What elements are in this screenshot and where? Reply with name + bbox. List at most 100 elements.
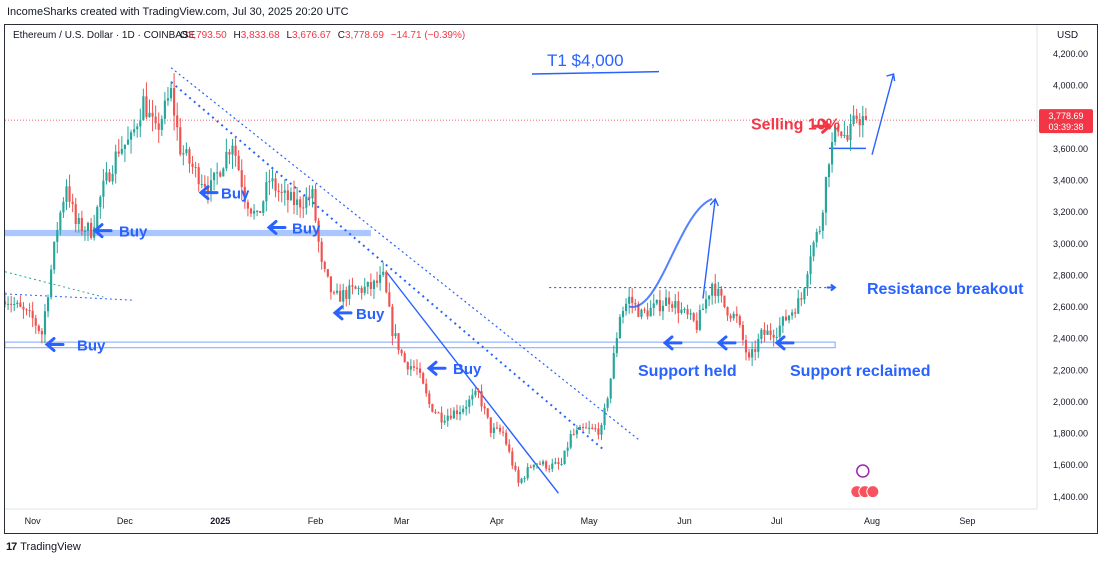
candle[interactable] (366, 281, 369, 295)
candle[interactable] (200, 174, 203, 189)
candle[interactable] (163, 92, 166, 125)
candle[interactable] (209, 168, 213, 202)
candle[interactable] (791, 309, 794, 320)
candle[interactable] (428, 390, 431, 408)
candle[interactable] (735, 306, 738, 323)
candle[interactable] (824, 176, 828, 226)
candle[interactable] (597, 422, 600, 440)
candle[interactable] (763, 322, 766, 343)
candle[interactable] (754, 340, 757, 361)
candle[interactable] (148, 99, 151, 118)
candle[interactable] (360, 285, 363, 300)
candle[interactable] (846, 125, 849, 142)
candle[interactable] (492, 423, 495, 440)
candle[interactable] (594, 424, 597, 432)
candle[interactable] (22, 301, 25, 319)
candle[interactable] (6, 296, 10, 310)
candle[interactable] (415, 359, 419, 376)
candle[interactable] (425, 378, 428, 397)
candle[interactable] (658, 289, 661, 317)
candle[interactable] (452, 407, 455, 419)
candle[interactable] (326, 269, 329, 278)
candle[interactable] (523, 476, 526, 483)
candle[interactable] (541, 459, 545, 467)
candle[interactable] (228, 149, 231, 165)
candle[interactable] (717, 281, 720, 304)
candle[interactable] (99, 195, 102, 219)
candle[interactable] (704, 290, 708, 314)
candle[interactable] (649, 300, 652, 317)
candle[interactable] (80, 210, 83, 236)
candle[interactable] (265, 171, 268, 212)
candle[interactable] (591, 423, 594, 430)
candle[interactable] (671, 301, 674, 313)
candle[interactable] (843, 120, 846, 139)
candle[interactable] (403, 351, 406, 363)
candle[interactable] (90, 217, 93, 240)
candle[interactable] (86, 221, 90, 241)
candle[interactable] (382, 262, 385, 277)
candle[interactable] (714, 274, 717, 304)
candle[interactable] (274, 172, 277, 198)
candle[interactable] (809, 245, 812, 285)
candle[interactable] (729, 313, 732, 322)
candle[interactable] (864, 107, 867, 121)
candle[interactable] (302, 195, 305, 219)
candle[interactable] (489, 417, 492, 438)
candle[interactable] (535, 463, 538, 469)
candle[interactable] (652, 294, 655, 316)
price-chart[interactable]: 1,400.00 1,600.00 1,800.00 2,000.00 2,200.00… (5, 25, 1097, 533)
candle[interactable] (296, 187, 299, 216)
candle[interactable] (391, 303, 394, 346)
candle[interactable] (830, 132, 834, 173)
candle[interactable] (747, 348, 751, 361)
candle[interactable] (744, 334, 748, 361)
candle[interactable] (194, 161, 197, 178)
candle[interactable] (397, 332, 400, 355)
candle[interactable] (508, 439, 511, 454)
candle[interactable] (62, 197, 65, 218)
candle[interactable] (133, 119, 136, 137)
candle[interactable] (111, 165, 114, 185)
candle[interactable] (271, 169, 274, 189)
candle[interactable] (529, 464, 532, 469)
candle[interactable] (262, 200, 265, 216)
candle[interactable] (526, 463, 529, 481)
candle[interactable] (185, 142, 188, 156)
candle[interactable] (259, 210, 262, 214)
candle[interactable] (695, 312, 698, 334)
candle[interactable] (93, 214, 96, 241)
candle[interactable] (655, 299, 658, 306)
candle[interactable] (581, 423, 585, 432)
candle[interactable] (283, 179, 286, 206)
candle[interactable] (575, 425, 578, 439)
candle[interactable] (418, 362, 422, 379)
candle[interactable] (25, 308, 28, 316)
candle[interactable] (234, 136, 237, 167)
candle[interactable] (757, 333, 760, 358)
buy-arrow-6[interactable] (44, 337, 65, 353)
candle[interactable] (572, 428, 575, 436)
candle[interactable] (603, 403, 606, 430)
candle[interactable] (514, 462, 517, 472)
candle[interactable] (532, 464, 535, 471)
candle[interactable] (794, 308, 797, 318)
candle[interactable] (511, 447, 514, 470)
candle[interactable] (225, 138, 228, 172)
candle[interactable] (643, 307, 646, 314)
candle[interactable] (169, 81, 173, 102)
candle[interactable] (797, 289, 800, 315)
candle[interactable] (188, 146, 191, 173)
candle[interactable] (674, 294, 677, 315)
candle[interactable] (129, 129, 133, 154)
candle[interactable] (495, 421, 499, 430)
candle[interactable] (277, 183, 280, 202)
candle[interactable] (157, 112, 160, 143)
candle[interactable] (689, 308, 692, 320)
candle[interactable] (640, 308, 643, 320)
candle[interactable] (772, 329, 775, 347)
currency-label[interactable]: USD (1057, 30, 1078, 41)
candle[interactable] (443, 414, 446, 425)
candle[interactable] (806, 271, 809, 296)
candle[interactable] (468, 395, 471, 414)
